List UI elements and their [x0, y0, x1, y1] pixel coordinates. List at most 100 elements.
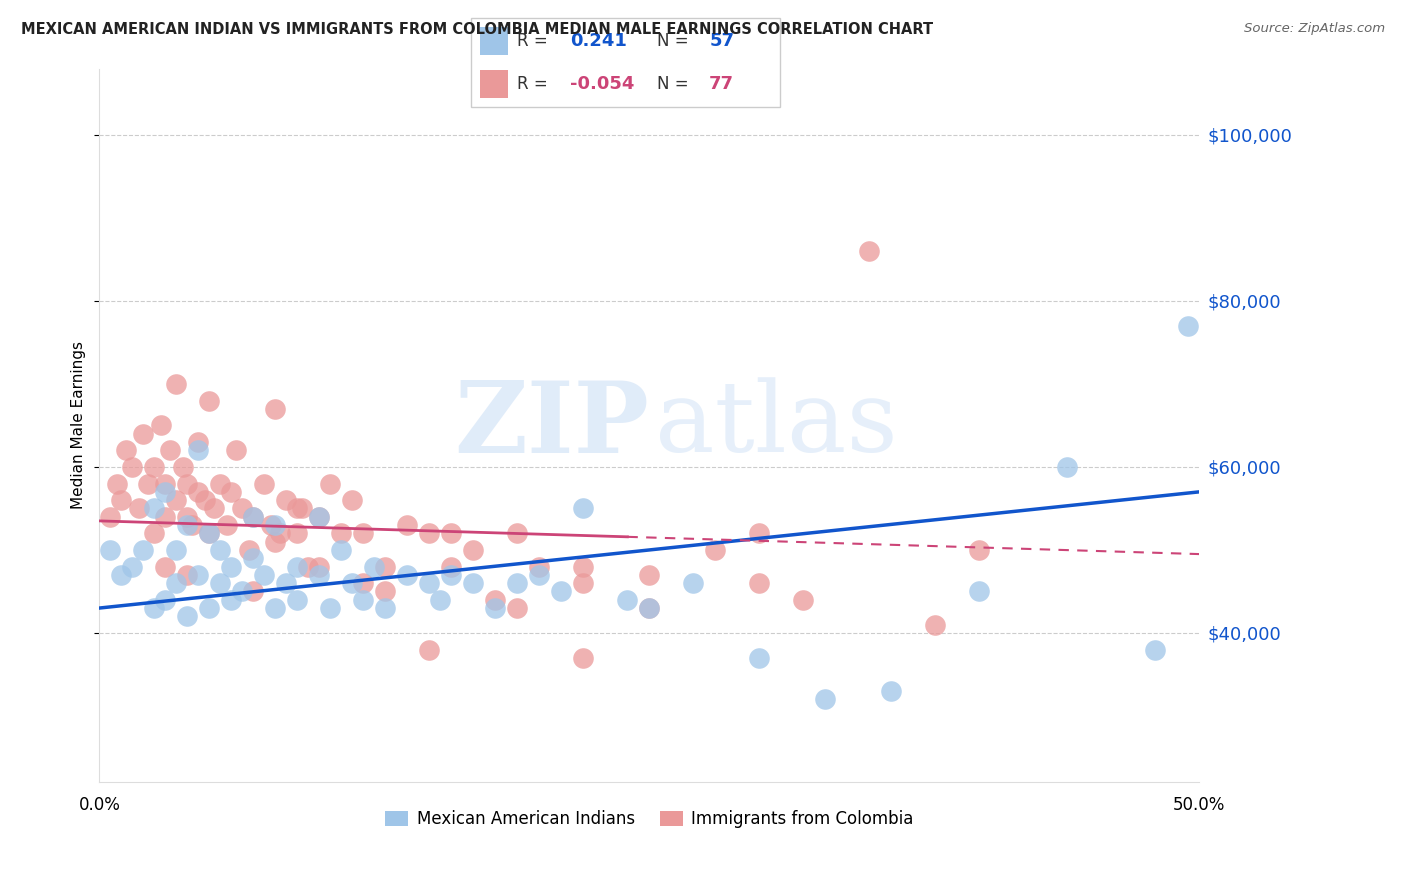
Point — [1056, 459, 1078, 474]
Point — [308, 509, 330, 524]
Point — [792, 592, 814, 607]
Legend: Mexican American Indians, Immigrants from Colombia: Mexican American Indians, Immigrants fro… — [378, 804, 921, 835]
Point — [132, 543, 155, 558]
Text: atlas: atlas — [655, 377, 897, 474]
Point — [187, 484, 209, 499]
Point — [225, 443, 247, 458]
Point — [269, 526, 291, 541]
Point — [440, 559, 463, 574]
Point — [155, 484, 177, 499]
Point — [198, 526, 221, 541]
Point — [418, 526, 440, 541]
Point — [155, 476, 177, 491]
Point — [330, 526, 353, 541]
Point — [748, 650, 770, 665]
Point — [396, 567, 419, 582]
Point — [105, 476, 128, 491]
Point — [176, 518, 198, 533]
Point — [172, 459, 194, 474]
Point — [253, 567, 276, 582]
Bar — [481, 27, 508, 55]
Point — [209, 476, 232, 491]
Point — [374, 584, 396, 599]
Point — [187, 435, 209, 450]
Point — [136, 476, 159, 491]
Point — [231, 501, 253, 516]
Point — [297, 559, 319, 574]
Point — [638, 601, 661, 615]
Bar — [481, 70, 508, 98]
Point — [704, 543, 727, 558]
Point — [969, 543, 991, 558]
Point — [143, 459, 166, 474]
Point — [143, 601, 166, 615]
Point — [176, 567, 198, 582]
Point — [814, 692, 837, 706]
Point — [484, 592, 506, 607]
Point — [121, 459, 143, 474]
Point — [969, 584, 991, 599]
Point — [221, 484, 243, 499]
Point — [110, 567, 132, 582]
Point — [202, 501, 225, 516]
Text: ZIP: ZIP — [454, 377, 650, 474]
Point — [100, 509, 122, 524]
Point — [616, 592, 638, 607]
Point — [264, 534, 287, 549]
Point — [287, 501, 309, 516]
Point — [748, 576, 770, 591]
Point — [319, 476, 342, 491]
Point — [176, 509, 198, 524]
Point — [287, 526, 309, 541]
Point — [748, 526, 770, 541]
Point — [209, 576, 232, 591]
Point — [221, 559, 243, 574]
Point — [276, 493, 298, 508]
Point — [198, 601, 221, 615]
Point — [880, 684, 903, 698]
Text: 57: 57 — [709, 32, 734, 50]
Point — [506, 601, 529, 615]
Point — [165, 376, 187, 391]
Point — [155, 592, 177, 607]
Point — [187, 443, 209, 458]
Point — [308, 567, 330, 582]
Point — [150, 418, 173, 433]
Text: N =: N = — [657, 32, 693, 50]
Point — [260, 518, 283, 533]
Point — [253, 476, 276, 491]
Point — [352, 526, 374, 541]
Point — [858, 244, 880, 259]
Point — [121, 559, 143, 574]
Point — [231, 584, 253, 599]
Point — [363, 559, 385, 574]
Point — [682, 576, 704, 591]
Point — [418, 576, 440, 591]
Point — [308, 509, 330, 524]
Point — [638, 601, 661, 615]
Text: 0.241: 0.241 — [569, 32, 627, 50]
Point — [506, 526, 529, 541]
Point — [128, 501, 150, 516]
Text: Source: ZipAtlas.com: Source: ZipAtlas.com — [1244, 22, 1385, 36]
Text: -0.054: -0.054 — [569, 75, 634, 93]
Point — [342, 493, 364, 508]
Point — [287, 559, 309, 574]
Point — [440, 526, 463, 541]
Point — [143, 501, 166, 516]
Point — [506, 576, 529, 591]
Point — [287, 592, 309, 607]
Y-axis label: Median Male Earnings: Median Male Earnings — [72, 342, 86, 509]
Point — [176, 609, 198, 624]
Point — [396, 518, 419, 533]
Point — [550, 584, 572, 599]
Point — [319, 601, 342, 615]
Point — [352, 592, 374, 607]
Point — [374, 601, 396, 615]
Point — [264, 518, 287, 533]
Point — [155, 559, 177, 574]
Point — [924, 617, 946, 632]
Point — [165, 493, 187, 508]
Point — [110, 493, 132, 508]
Text: R =: R = — [517, 32, 554, 50]
